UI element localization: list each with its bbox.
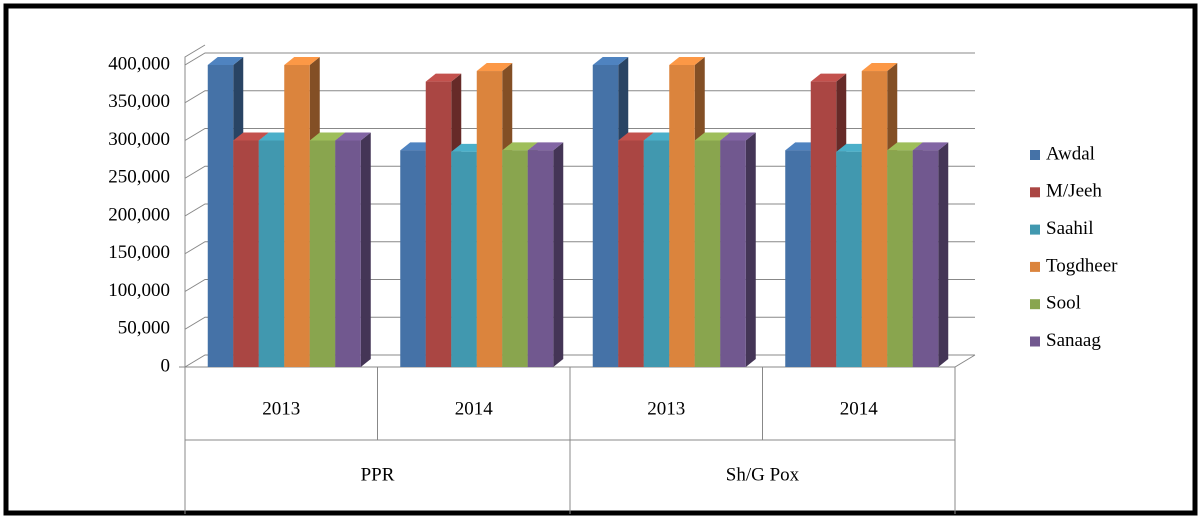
bar-front bbox=[861, 71, 888, 367]
bar-top bbox=[694, 132, 731, 141]
bar-top bbox=[810, 73, 847, 82]
bar bbox=[912, 142, 949, 367]
bar-top bbox=[861, 63, 898, 72]
bar bbox=[720, 132, 756, 367]
legend-swatch bbox=[1030, 261, 1040, 272]
bar-front bbox=[527, 150, 554, 367]
bar-top bbox=[425, 73, 462, 82]
legend-label: Saahil bbox=[1046, 218, 1094, 239]
bar-front bbox=[476, 71, 503, 367]
legend-label: Togdheer bbox=[1046, 255, 1118, 276]
y-tick-label: 100,000 bbox=[108, 280, 170, 301]
bar-front bbox=[720, 140, 746, 367]
y-tick-label: 400,000 bbox=[108, 53, 170, 74]
bar-front bbox=[643, 140, 670, 367]
legend-label: Sanaag bbox=[1046, 330, 1101, 351]
x-tick-label: 2013 bbox=[647, 398, 685, 419]
y-tick-label: 200,000 bbox=[108, 204, 170, 225]
bar-front bbox=[912, 150, 939, 367]
grid-line bbox=[184, 128, 975, 141]
bar-front bbox=[887, 150, 913, 367]
bar-front bbox=[335, 140, 361, 367]
bar-front bbox=[618, 140, 644, 367]
bar-front bbox=[233, 140, 259, 367]
bar-top bbox=[592, 57, 629, 65]
bar-front bbox=[669, 65, 695, 367]
y-tick-label: 50,000 bbox=[118, 318, 170, 339]
bar-top bbox=[233, 132, 269, 141]
bar-front bbox=[451, 151, 477, 367]
bar bbox=[502, 142, 538, 367]
bar-side bbox=[745, 132, 756, 367]
group-label: Sh/G Pox bbox=[726, 464, 800, 485]
bar-top bbox=[720, 132, 756, 141]
bar-top bbox=[309, 132, 346, 141]
bar-front bbox=[258, 140, 285, 367]
bar-front bbox=[284, 65, 310, 367]
bar-front bbox=[836, 151, 862, 367]
bar-front bbox=[425, 81, 452, 368]
bar-front bbox=[309, 140, 336, 367]
legend-swatch bbox=[1030, 224, 1040, 235]
bar-top bbox=[912, 142, 949, 151]
bar-front bbox=[207, 65, 234, 367]
bar bbox=[335, 132, 371, 367]
bar-side bbox=[360, 132, 371, 367]
legend-label: M/Jeeh bbox=[1046, 181, 1102, 202]
bar-front bbox=[785, 150, 811, 367]
legend-swatch bbox=[1030, 299, 1040, 310]
bar-front bbox=[592, 65, 619, 367]
grid-line bbox=[184, 52, 975, 66]
x-tick-label: 2014 bbox=[840, 398, 879, 419]
grid-line bbox=[184, 90, 975, 104]
bar-front bbox=[810, 81, 837, 368]
bar-top bbox=[335, 132, 371, 141]
bar-top bbox=[476, 63, 513, 72]
bar-front bbox=[502, 150, 528, 367]
bar-front bbox=[694, 140, 721, 367]
x-tick-label: 2014 bbox=[455, 398, 494, 419]
bar bbox=[527, 142, 564, 367]
bar-side bbox=[553, 142, 564, 367]
legend-swatch bbox=[1030, 336, 1040, 347]
legend-label: Sool bbox=[1046, 293, 1081, 314]
x-tick-label: 2013 bbox=[262, 398, 300, 419]
legend-label: Awdal bbox=[1046, 143, 1095, 164]
bar-top bbox=[207, 57, 244, 65]
y-tick-label: 350,000 bbox=[108, 91, 170, 112]
axis-wall bbox=[184, 44, 206, 367]
bar-side bbox=[938, 142, 949, 367]
bar-top bbox=[502, 142, 538, 151]
bar-top bbox=[618, 132, 654, 141]
group-label: PPR bbox=[361, 464, 395, 485]
y-tick-label: 0 bbox=[161, 355, 171, 376]
y-tick-label: 150,000 bbox=[108, 242, 170, 263]
bar-top bbox=[527, 142, 564, 151]
bar-top bbox=[669, 57, 705, 65]
bar-front bbox=[400, 150, 426, 367]
y-tick-label: 300,000 bbox=[108, 129, 170, 150]
legend-swatch bbox=[1030, 187, 1040, 198]
bar-top bbox=[284, 57, 320, 65]
y-tick-label: 250,000 bbox=[108, 167, 170, 188]
legend-swatch bbox=[1030, 150, 1040, 160]
bar-top bbox=[887, 142, 923, 151]
